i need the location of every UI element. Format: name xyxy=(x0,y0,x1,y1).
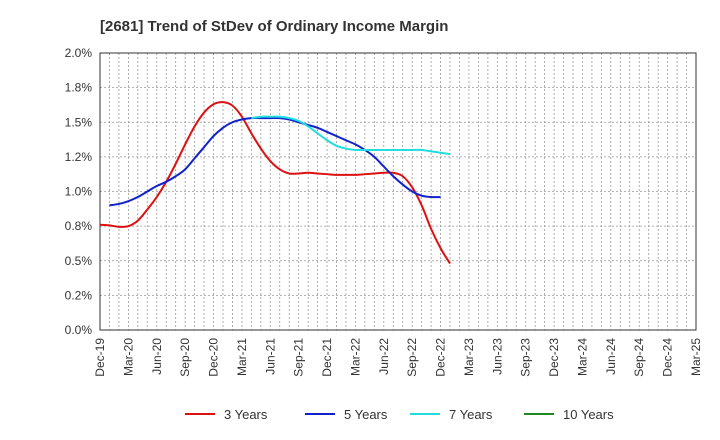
y-tick-label: 1.8% xyxy=(65,81,93,95)
series-line-7-years xyxy=(251,115,451,156)
x-tick-label: Sep-24 xyxy=(632,338,646,377)
x-tick-label: Mar-25 xyxy=(689,338,703,376)
legend: 3 Years 5 Years 7 Years 10 Years xyxy=(185,407,614,422)
x-tick-label: Mar-21 xyxy=(235,338,249,376)
y-tick-label: 2.0% xyxy=(65,46,93,60)
y-tick-label: 0.2% xyxy=(65,288,93,302)
legend-label-7-years: 7 Years xyxy=(449,407,493,422)
x-tick-label: Dec-21 xyxy=(320,338,334,377)
legend-label-10-years: 10 Years xyxy=(563,407,614,422)
y-tick-label: 1.2% xyxy=(65,150,93,164)
x-tick-label: Mar-20 xyxy=(121,338,135,376)
x-tick-label: Jun-20 xyxy=(150,338,164,375)
series-line-3-years xyxy=(99,101,451,265)
x-tick-label: Jun-24 xyxy=(604,338,618,375)
x-tick-label: Sep-20 xyxy=(178,338,192,377)
x-tick-label: Dec-23 xyxy=(547,338,561,377)
y-tick-label: 1.0% xyxy=(65,185,93,199)
x-tick-label: Jun-22 xyxy=(377,338,391,375)
x-tick-label: Mar-23 xyxy=(462,338,476,376)
x-tick-label: Sep-23 xyxy=(519,338,533,377)
legend-label-5-years: 5 Years xyxy=(344,407,388,422)
y-axis-ticks: 0.0% 0.2% 0.5% 0.8% 1.0% 1.2% 1.5% 1.8% 2.0% xyxy=(65,46,93,337)
y-tick-label: 0.5% xyxy=(65,254,93,268)
plot-area-frame xyxy=(99,52,697,331)
x-tick-label: Mar-24 xyxy=(575,338,589,376)
x-tick-label: Dec-24 xyxy=(661,338,675,377)
x-axis-ticks: Dec-19 Mar-20 Jun-20 Sep-20 Dec-20 Mar-21 Jun-… xyxy=(93,338,703,377)
series-lines xyxy=(99,101,451,265)
x-tick-label: Sep-22 xyxy=(405,338,419,377)
y-tick-label: 1.5% xyxy=(65,115,93,129)
y-tick-label: 0.8% xyxy=(65,219,93,233)
legend-label-3-years: 3 Years xyxy=(224,407,268,422)
x-tick-label: Dec-22 xyxy=(434,338,448,377)
x-tick-label: Mar-22 xyxy=(348,338,362,376)
x-tick-label: Dec-19 xyxy=(93,338,107,377)
x-tick-label: Sep-21 xyxy=(292,338,306,377)
y-tick-label: 0.0% xyxy=(65,323,93,337)
x-tick-label: Dec-20 xyxy=(207,338,221,377)
x-tick-label: Jun-21 xyxy=(263,338,277,375)
x-tick-label: Jun-23 xyxy=(490,338,504,375)
series-line-5-years xyxy=(109,116,441,207)
grid xyxy=(100,53,696,330)
chart-title: [2681] Trend of StDev of Ordinary Income… xyxy=(100,18,448,35)
